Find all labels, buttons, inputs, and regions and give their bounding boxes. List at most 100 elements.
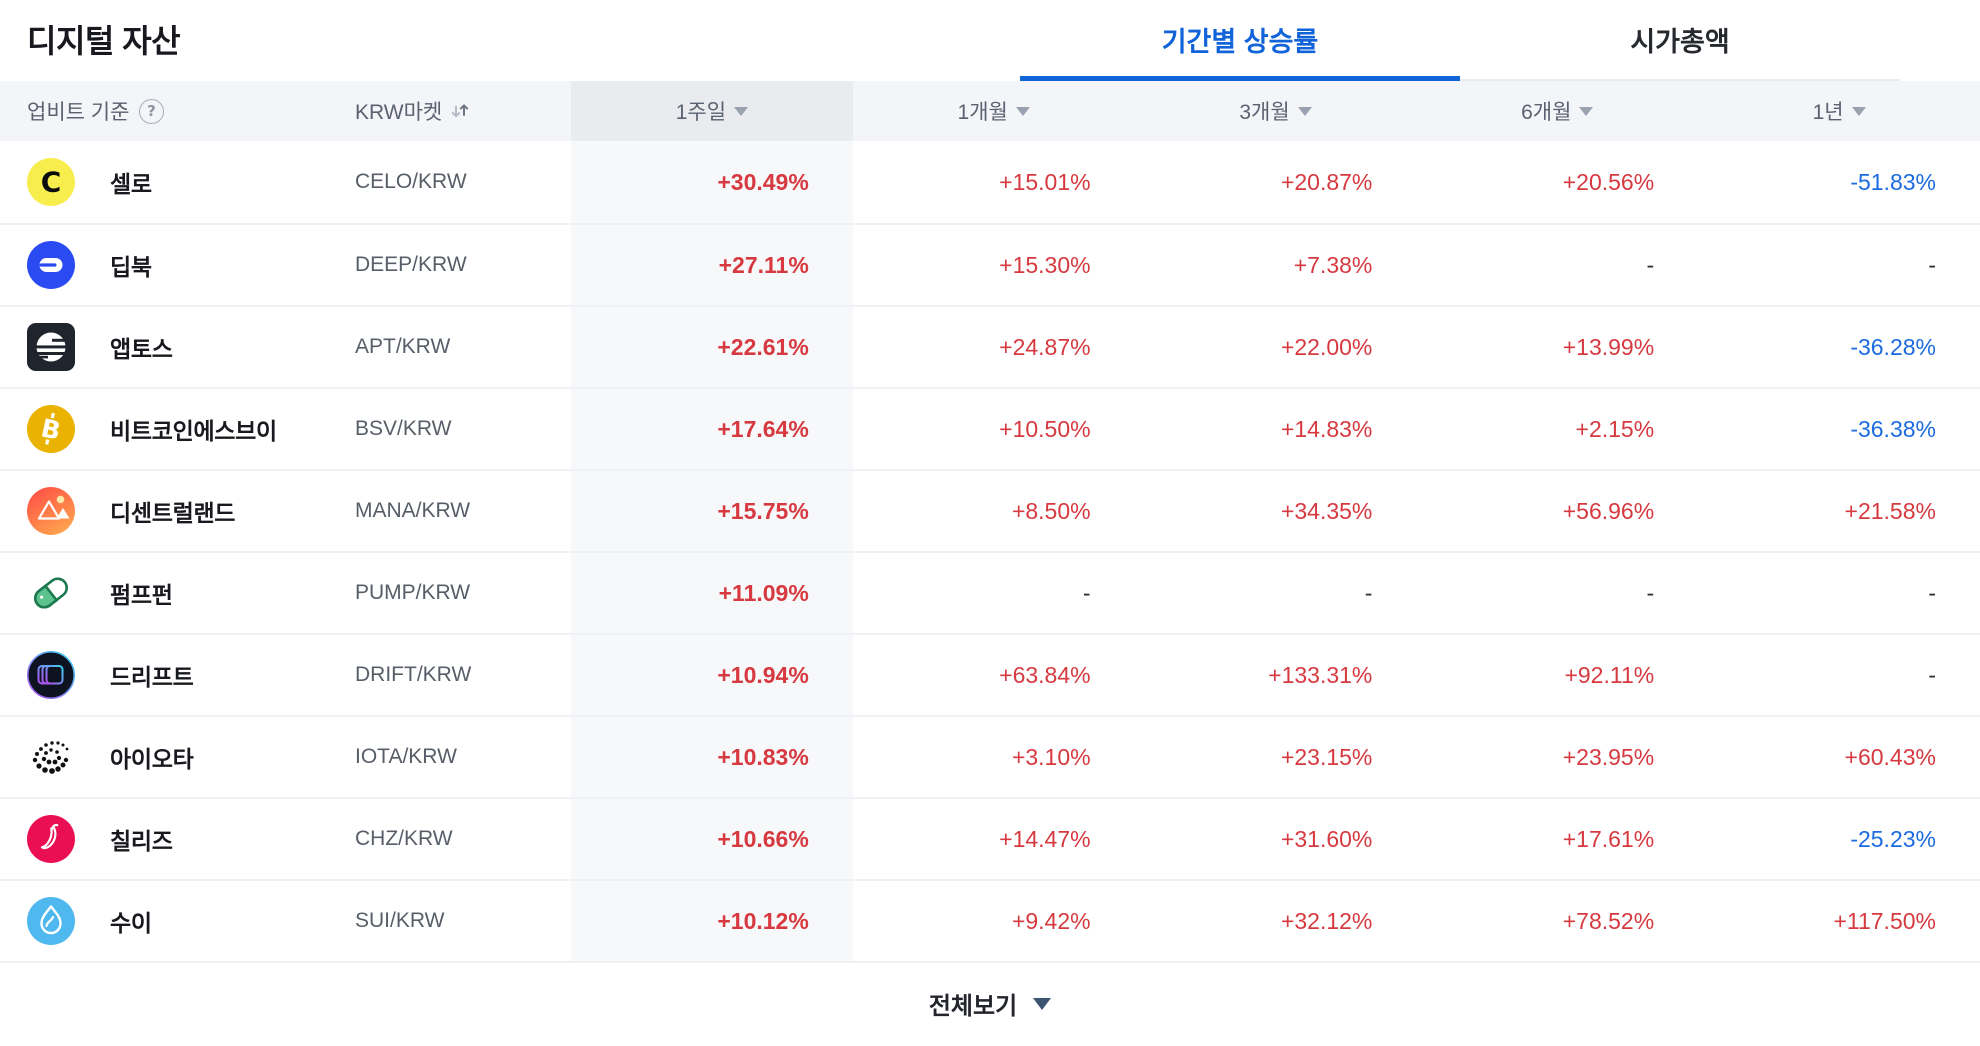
change-value: - [1364, 579, 1373, 606]
col-header-1year[interactable]: 1년 [1698, 81, 1980, 141]
asset-row[interactable]: B 비트코인에스브이 BSV/KRW +17.64% +10.50% +14.83% +2.… [0, 387, 1980, 469]
change-value: +30.49% [571, 141, 853, 223]
change-value: +21.58% [1844, 497, 1936, 524]
change-value: +2.15% [1575, 415, 1655, 442]
col-header-3month[interactable]: 3개월 [1135, 81, 1417, 141]
asset-name-cell: B 비트코인에스브이 [0, 405, 355, 453]
asset-name-cell: 딥북 [0, 241, 355, 289]
svg-text:C: C [41, 166, 62, 199]
change-value: +20.56% [1562, 168, 1655, 195]
apt-coin-icon [27, 323, 75, 371]
tab-market-cap[interactable]: 시가총액 [1460, 0, 1900, 79]
asset-name: 수이 [110, 910, 152, 936]
change-value: +9.42% [1011, 907, 1091, 934]
change-value: -51.83% [1850, 168, 1936, 195]
expand-arrow-icon [1033, 997, 1052, 1010]
asset-row[interactable]: 아이오타 IOTA/KRW +10.83% +3.10% +23.15% +23.95% +… [0, 715, 1980, 797]
asset-table-body: C 셀로 CELO/KRW +30.49% +15.01% +20.87% +20.56% -… [0, 141, 1980, 961]
col-header-3month-label: 3개월 [1239, 101, 1290, 124]
asset-row[interactable]: 수이 SUI/KRW +10.12% +9.42% +32.12% +78.52% +117… [0, 879, 1980, 961]
celo-coin-icon: C [27, 158, 75, 206]
change-value: +15.75% [571, 471, 853, 551]
change-value: +22.00% [1280, 333, 1373, 360]
asset-name-cell: 디센트럴랜드 [0, 487, 355, 535]
change-value: +15.01% [999, 168, 1091, 195]
change-value: +17.61% [1562, 825, 1655, 852]
col-header-1year-label: 1년 [1812, 101, 1844, 124]
change-value: +56.96% [1562, 497, 1655, 524]
asset-row[interactable]: 드리프트 DRIFT/KRW +10.94% +63.84% +133.31% +92.1… [0, 633, 1980, 715]
asset-name-cell: C 셀로 [0, 158, 355, 206]
table-header-row: 업비트 기준 ? KRW마켓 1주일 1개월 3개월 6개월 1년 [0, 81, 1980, 141]
sort-arrow-icon [1297, 106, 1312, 116]
view-all-button[interactable]: 전체보기 [928, 986, 1052, 1021]
page-title: 디지털 자산 [27, 23, 181, 59]
asset-name: 앱토스 [110, 336, 173, 362]
market-pair: IOTA/KRW [355, 745, 457, 768]
change-value: +60.43% [1844, 743, 1936, 770]
change-value: +117.50% [1833, 907, 1936, 934]
asset-name: 드리프트 [110, 664, 194, 690]
change-value: +3.10% [1011, 743, 1091, 770]
tab-market-cap-label: 시가총액 [1630, 27, 1730, 57]
top-bar: 디지털 자산 기간별 상승률 시가총액 [0, 0, 1980, 81]
asset-row[interactable]: 딥북 DEEP/KRW +27.11% +15.30% +7.38% - - [0, 223, 1980, 305]
sort-arrow-icon [1851, 106, 1866, 116]
change-value: +10.66% [571, 799, 853, 879]
change-value: +22.61% [571, 307, 853, 387]
asset-row[interactable]: 디센트럴랜드 MANA/KRW +15.75% +8.50% +34.35% +56.96… [0, 469, 1980, 551]
asset-name-cell: 아이오타 [0, 733, 355, 781]
asset-row[interactable]: 앱토스 APT/KRW +22.61% +24.87% +22.00% +13.99% -3… [0, 305, 1980, 387]
change-value: - [1928, 579, 1936, 606]
market-pair: MANA/KRW [355, 499, 471, 522]
market-pair: DEEP/KRW [355, 253, 467, 276]
sui-coin-icon [27, 897, 75, 945]
asset-name: 아이오타 [110, 746, 194, 772]
tab-bar: 기간별 상승률 시가총액 [1020, 0, 1900, 81]
change-value: +10.12% [571, 881, 853, 961]
col-header-1month[interactable]: 1개월 [853, 81, 1135, 141]
mana-coin-icon [27, 487, 75, 535]
market-pair: BSV/KRW [355, 417, 452, 440]
asset-name-cell: 칠리즈 [0, 815, 355, 863]
change-value: +8.50% [1011, 497, 1091, 524]
asset-row[interactable]: 펌프펀 PUMP/KRW +11.09% - - - - [0, 551, 1980, 633]
change-value: -25.23% [1850, 825, 1936, 852]
change-value: +14.83% [1280, 415, 1373, 442]
change-value: +15.30% [999, 251, 1091, 278]
tab-period-change[interactable]: 기간별 상승률 [1020, 0, 1460, 81]
sort-arrow-icon [1015, 106, 1030, 116]
col-header-6month[interactable]: 6개월 [1416, 81, 1698, 141]
asset-name: 딥북 [110, 254, 152, 280]
market-pair: SUI/KRW [355, 909, 445, 932]
asset-name: 칠리즈 [110, 828, 173, 854]
market-header-label: KRW마켓 [355, 101, 443, 124]
change-value: +13.99% [1562, 333, 1655, 360]
asset-row[interactable]: 칠리즈 CHZ/KRW +10.66% +14.47% +31.60% +17.61% -2… [0, 797, 1980, 879]
change-value: +31.60% [1280, 825, 1373, 852]
help-icon[interactable]: ? [139, 98, 165, 124]
change-value: +32.12% [1280, 907, 1373, 934]
change-value: -36.28% [1850, 333, 1936, 360]
change-value: +10.94% [571, 635, 853, 715]
view-all-label: 전체보기 [928, 993, 1018, 1020]
change-value: +34.35% [1280, 497, 1373, 524]
tab-period-change-label: 기간별 상승률 [1161, 27, 1319, 57]
col-header-1week-label: 1주일 [675, 101, 727, 124]
iota-coin-icon [27, 733, 75, 781]
change-value: +78.52% [1562, 907, 1655, 934]
change-value: - [1082, 579, 1091, 606]
asset-row[interactable]: C 셀로 CELO/KRW +30.49% +15.01% +20.87% +20.56% -… [0, 141, 1980, 223]
sort-arrow-icon [734, 106, 749, 116]
col-header-1week[interactable]: 1주일 [571, 81, 853, 141]
asset-name: 디센트럴랜드 [110, 500, 236, 526]
market-sort-header[interactable]: KRW마켓 [355, 96, 571, 126]
sort-arrow-icon [1579, 106, 1594, 116]
drift-coin-icon [27, 651, 75, 699]
change-value: +92.11% [1564, 661, 1655, 688]
change-value: - [1928, 661, 1936, 688]
col-header-6month-label: 6개월 [1521, 101, 1572, 124]
change-value: - [1928, 251, 1936, 278]
change-value: +63.84% [999, 661, 1091, 688]
